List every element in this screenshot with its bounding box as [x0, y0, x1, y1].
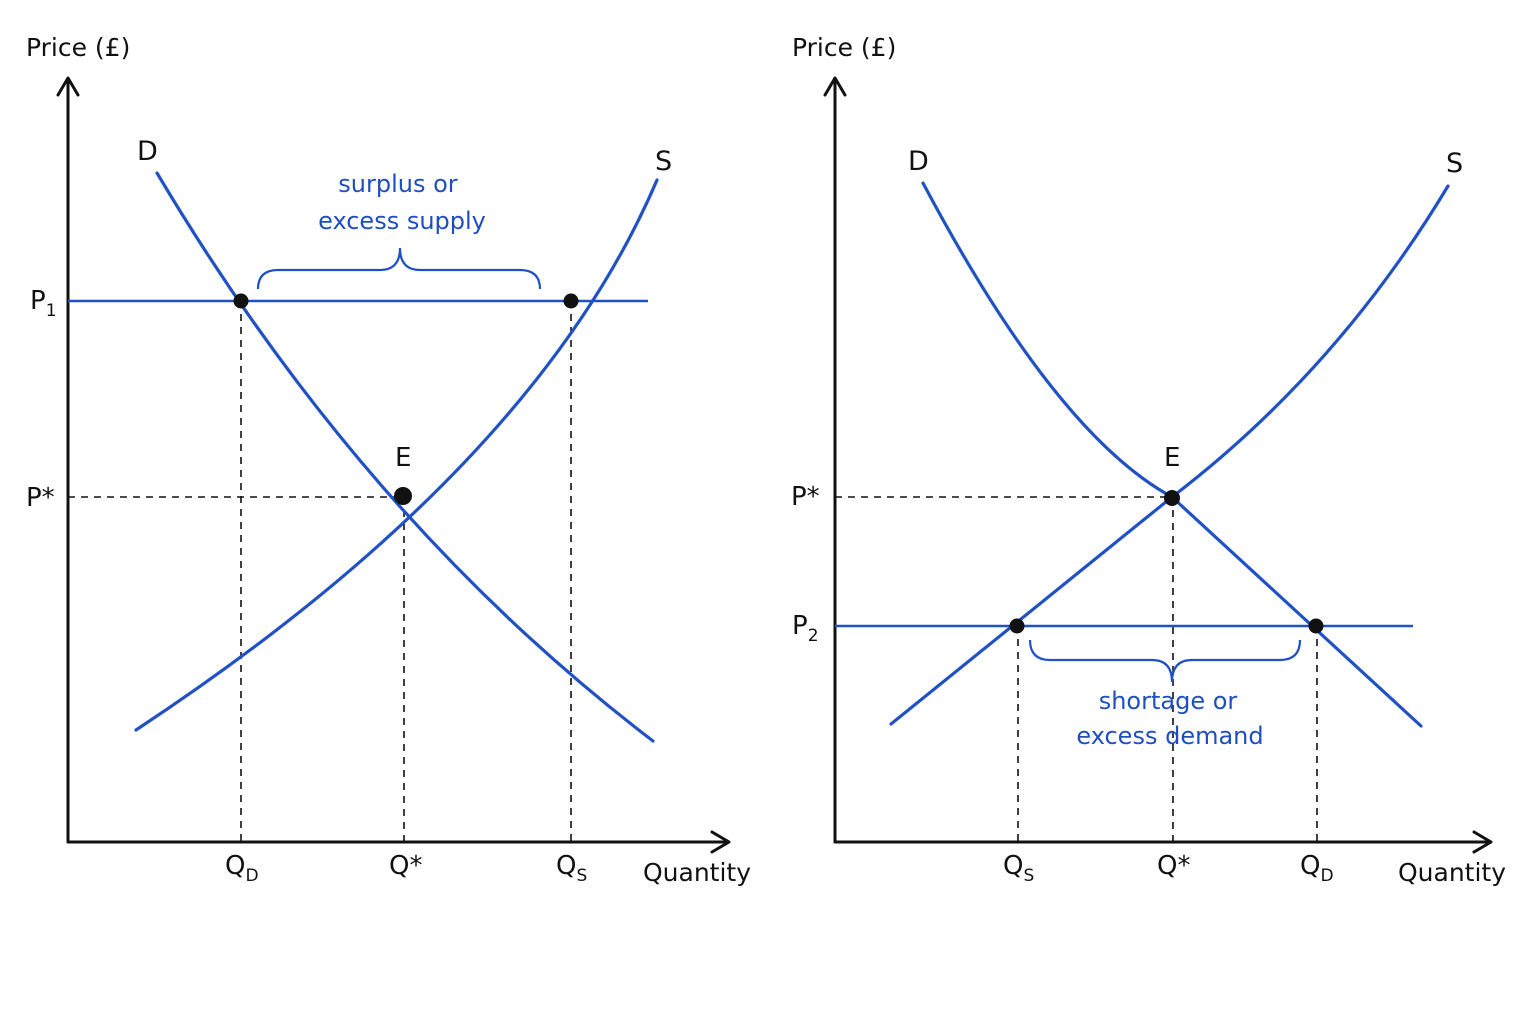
left-y-axis-title: Price (£): [26, 33, 130, 62]
right-supply-label: S: [1446, 148, 1463, 179]
left-surplus-brace: [256, 247, 542, 290]
left-axes: [56, 76, 731, 854]
left-point-equilibrium: [394, 487, 412, 505]
right-equilibrium-label: E: [1164, 443, 1180, 473]
right-point-demand-p2: [1308, 618, 1324, 634]
left-qty-label-qstar: Q*: [389, 851, 422, 881]
left-y-axis-arrow: [56, 76, 80, 97]
right-guides: [835, 496, 1318, 842]
left-annotation-line2: excess supply: [318, 207, 486, 235]
right-annotation-line1: shortage or: [1099, 687, 1238, 715]
left-equilibrium-label: E: [395, 443, 411, 473]
left-guides: [68, 301, 572, 842]
left-supply-label: S: [655, 146, 672, 177]
left-qty-label-qs: QS: [556, 851, 587, 886]
right-price-label-p2: P2: [792, 611, 819, 646]
right-price-label-pstar: P*: [791, 482, 820, 512]
left-x-axis-arrow: [710, 830, 731, 854]
left-annotation-line1: surplus or: [338, 170, 458, 198]
right-annotation-line2: excess demand: [1076, 722, 1263, 750]
left-demand-curve: [155, 171, 655, 743]
left-panel-surplus: Price (£) Quantity D S E P1 P* QD Q* QS …: [26, 33, 751, 887]
right-demand-curve: [921, 181, 1423, 728]
right-panel-shortage: Price (£) Quantity D S E P* P2 QS Q* QD …: [791, 33, 1506, 887]
right-point-equilibrium: [1164, 490, 1180, 506]
right-x-axis-title: Quantity: [1398, 858, 1506, 887]
left-demand-label: D: [137, 136, 158, 167]
left-point-demand-p1: [233, 293, 249, 309]
right-axes: [823, 76, 1493, 854]
right-qty-label-qd: QD: [1300, 851, 1334, 886]
right-y-axis-arrow: [823, 76, 847, 97]
right-x-axis-arrow: [1472, 830, 1493, 854]
right-point-supply-p2: [1009, 618, 1025, 634]
right-y-axis-title: Price (£): [792, 33, 896, 62]
left-price-label-p1: P1: [30, 286, 57, 321]
left-point-supply-p1: [563, 293, 579, 309]
left-price-label-pstar: P*: [26, 483, 55, 513]
right-shortage-brace: [1028, 639, 1302, 683]
right-qty-label-qstar: Q*: [1157, 851, 1190, 881]
right-qty-label-qs: QS: [1003, 851, 1034, 886]
left-qty-label-qd: QD: [225, 851, 259, 886]
right-demand-label: D: [908, 146, 929, 177]
left-supply-curve: [134, 178, 659, 732]
left-x-axis-title: Quantity: [643, 858, 751, 887]
